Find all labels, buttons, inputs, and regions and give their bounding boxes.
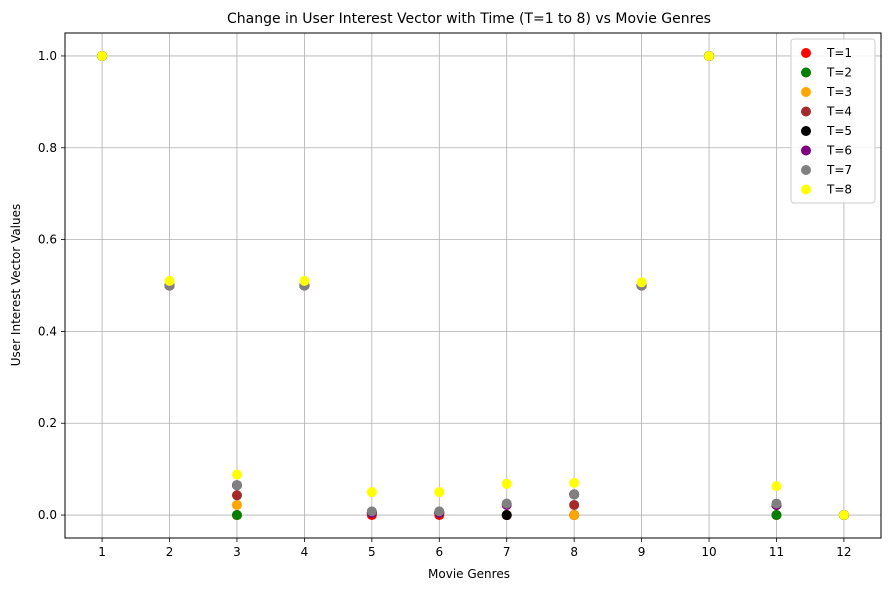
x-tick-label: 1 — [98, 545, 106, 559]
data-point — [838, 510, 849, 521]
data-point — [231, 499, 242, 510]
y-tick-label: 0.2 — [38, 416, 57, 430]
x-tick-label: 4 — [301, 545, 309, 559]
data-point — [231, 469, 242, 480]
y-tick-label: 0.4 — [38, 324, 57, 338]
data-point — [771, 498, 782, 509]
x-tick-label: 2 — [166, 545, 174, 559]
data-point — [771, 510, 782, 521]
data-point — [771, 481, 782, 492]
data-point — [569, 489, 580, 500]
x-tick-label: 10 — [701, 545, 716, 559]
data-point — [501, 478, 512, 489]
legend-label: T=2 — [826, 66, 852, 80]
data-point — [704, 50, 715, 61]
y-tick-label: 0.6 — [38, 233, 57, 247]
legend-label: T=5 — [826, 124, 852, 138]
x-tick-label: 5 — [368, 545, 376, 559]
data-point — [501, 498, 512, 509]
legend-label: T=1 — [826, 46, 852, 60]
y-tick-label: 0.8 — [38, 141, 57, 155]
plot-frame — [64, 32, 882, 539]
data-point — [231, 490, 242, 501]
data-point — [569, 499, 580, 510]
legend-marker — [801, 184, 811, 195]
legend-marker — [801, 126, 811, 136]
data-point — [501, 510, 512, 521]
legend-label: T=6 — [826, 144, 852, 158]
y-tick-label: 0.0 — [38, 508, 57, 522]
legend-box — [790, 38, 876, 204]
x-tick-label: 9 — [638, 545, 646, 559]
legend-label: T=4 — [826, 105, 852, 119]
legend-marker — [801, 106, 811, 117]
data-point — [366, 487, 377, 498]
legend-label: T=8 — [826, 183, 852, 197]
legend: T=1 T=2 T=3 T=4 T=5 T=6 T=7 T=8 — [790, 38, 876, 204]
data-point — [636, 277, 647, 288]
data-point — [366, 506, 377, 517]
data-points — [97, 50, 849, 521]
legend-label: T=3 — [826, 85, 852, 99]
legend-marker — [801, 67, 811, 78]
data-point — [97, 50, 108, 61]
data-point — [569, 510, 580, 521]
x-tick-label: 8 — [570, 545, 578, 559]
data-point — [434, 487, 445, 498]
data-point — [231, 480, 242, 491]
legend-marker — [801, 87, 811, 97]
x-tick-label: 12 — [836, 545, 851, 559]
data-point — [434, 506, 445, 517]
x-tick-label: 11 — [769, 545, 784, 559]
data-point — [231, 510, 242, 521]
legend-marker — [801, 145, 811, 156]
legend-label: T=7 — [826, 163, 852, 177]
x-tick-label: 7 — [503, 545, 511, 559]
x-tick-label: 3 — [233, 545, 241, 559]
data-point — [164, 275, 175, 286]
x-axis-label: Movie Genres — [428, 567, 510, 581]
legend-marker — [801, 48, 811, 58]
axis-ticks: 1 2 3 4 5 6 7 8 9 10 11 120.00.20.40.60.81.0 — [38, 49, 852, 559]
data-point — [569, 477, 580, 488]
x-tick-label: 6 — [435, 545, 443, 559]
chart-title: Change in User Interest Vector with Time… — [227, 11, 711, 27]
legend-marker — [801, 165, 811, 175]
data-point — [299, 275, 310, 286]
y-tick-label: 1.0 — [38, 49, 57, 63]
y-axis-label: User Interest Vector Values — [9, 204, 23, 366]
